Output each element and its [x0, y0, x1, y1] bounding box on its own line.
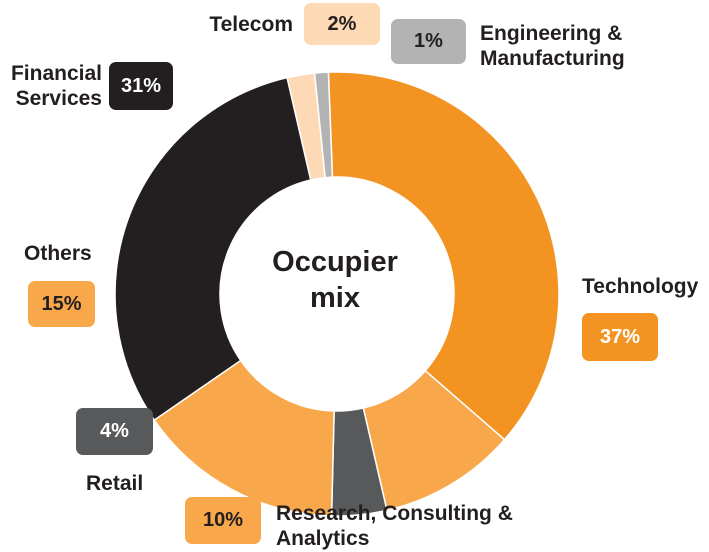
badge-others: 15% — [28, 281, 95, 327]
label-others: Others — [24, 242, 92, 265]
label-telecom: Telecom — [209, 13, 293, 36]
label-engineering-manufacturing: Engineering & Manufacturing — [480, 22, 625, 70]
badge-engineering-manufacturing: 1% — [391, 19, 466, 64]
badge-retail: 4% — [76, 408, 153, 455]
badge-financial-services: 31% — [109, 62, 173, 110]
label-technology: Technology — [582, 275, 699, 298]
slice-financial-services — [114, 76, 312, 422]
badge-technology: 37% — [582, 313, 658, 361]
label-research-consulting-analytics: Research, Consulting & Analytics — [276, 502, 513, 550]
label-financial-services: Financial Services — [10, 62, 102, 110]
chart-title: Occupier mix — [240, 244, 430, 316]
chart-title-text: Occupier mix — [272, 246, 398, 314]
badge-telecom: 2% — [304, 3, 380, 45]
label-retail: Retail — [86, 472, 144, 495]
slice-technology — [327, 71, 560, 441]
badge-research-consulting-analytics: 10% — [185, 497, 261, 544]
